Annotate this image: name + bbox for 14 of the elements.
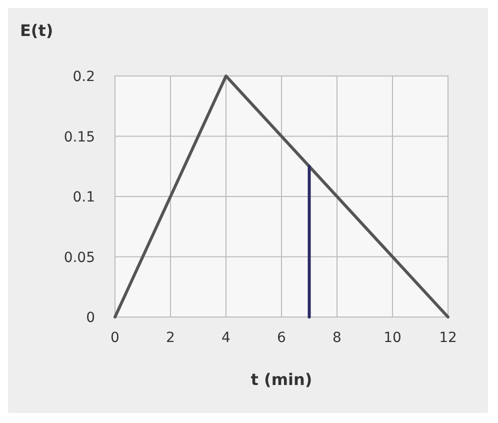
x-tick-label: 2 [166,330,175,346]
x-tick-label: 12 [439,330,457,346]
x-axis-title: t (min) [250,370,312,389]
x-tick-label: 10 [384,330,402,346]
x-tick-label: 0 [110,330,120,346]
y-tick-label: 0.15 [64,129,95,146]
y-axis-title: E(t) [20,21,54,40]
y-tick-label: 0.1 [72,190,95,206]
y-tick-label: 0.05 [64,250,95,266]
x-tick-label: 4 [222,330,231,346]
y-tick-label: 0 [86,310,95,326]
y-tick-label: 0.2 [72,69,95,85]
x-tick-label: 8 [332,330,342,346]
x-tick-label: 6 [277,330,286,346]
